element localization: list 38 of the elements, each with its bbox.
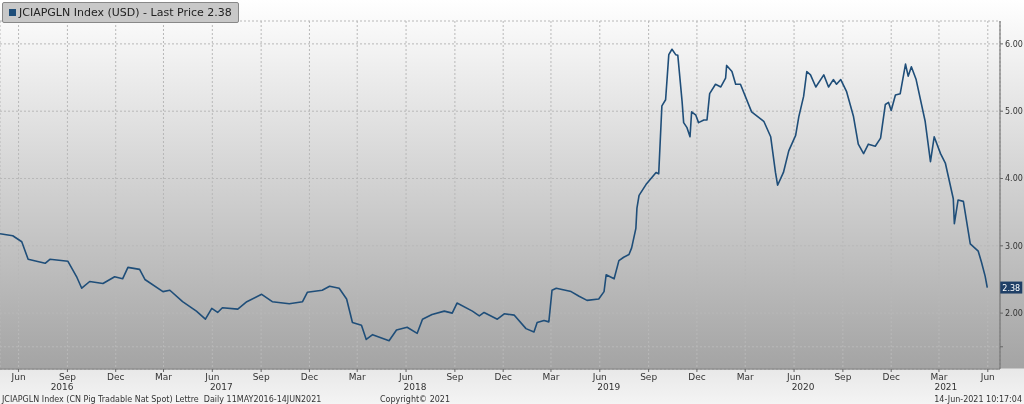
- y-tick-label: 6.00: [1005, 39, 1023, 49]
- x-tick-label: Jun: [591, 372, 607, 383]
- legend-label: JCIAPGLN Index (USD) - Last Price 2.38: [19, 6, 232, 19]
- x-tick-label: Dec: [882, 372, 900, 383]
- annotation: 2.38: [1002, 283, 1021, 293]
- x2-tick-label: 2016: [50, 382, 74, 393]
- x-tick-label: Sep: [834, 372, 852, 383]
- x-tick-label: Sep: [252, 372, 270, 383]
- x-tick-label: Jun: [398, 372, 414, 383]
- x-tick-label: Jun: [979, 372, 995, 383]
- text: 14-Jun-2021 10:17:04: [934, 395, 1022, 404]
- y-tick-label: 3.00: [1005, 241, 1023, 251]
- x-tick-label: Dec: [107, 372, 125, 383]
- x-tick-label: Dec: [300, 372, 319, 383]
- x-tick-label: Sep: [640, 372, 658, 383]
- y-tick-label: 5.00: [1005, 107, 1023, 117]
- x2-tick-label: 2018: [403, 382, 427, 393]
- x-tick-label: Mar: [154, 372, 173, 383]
- x-tick-label: Dec: [688, 372, 706, 383]
- x-tick-label: Mar: [348, 372, 367, 383]
- x-tick-label: Mar: [542, 372, 560, 383]
- text: Copyright© 2021: [380, 395, 450, 404]
- text: JCIAPGLN Index (CN Pig Tradable Nat Spot) Lettre Daily 11MAY2016-14JUN2021: [2, 395, 322, 404]
- y-tick-label: 4.00: [1005, 174, 1023, 184]
- x-tick-label: Dec: [494, 372, 512, 383]
- x2-tick-label: 2021: [934, 382, 958, 393]
- x2-tick-label: 2020: [791, 382, 815, 393]
- x-tick-label: Mar: [736, 372, 755, 383]
- line-series: [0, 48, 989, 342]
- x-tick-label: Jun: [204, 372, 220, 383]
- x-tick-label: Sep: [58, 372, 77, 383]
- x2-tick-label: 2017: [209, 382, 233, 393]
- x-tick-label: Jun: [786, 372, 802, 383]
- x-tick-label: Mar: [930, 372, 948, 383]
- y-tick-label: 2.00: [1005, 308, 1023, 318]
- x-tick-label: Jun: [10, 372, 26, 383]
- x2-tick-label: 2019: [597, 382, 621, 393]
- x-tick-label: Sep: [446, 372, 464, 383]
